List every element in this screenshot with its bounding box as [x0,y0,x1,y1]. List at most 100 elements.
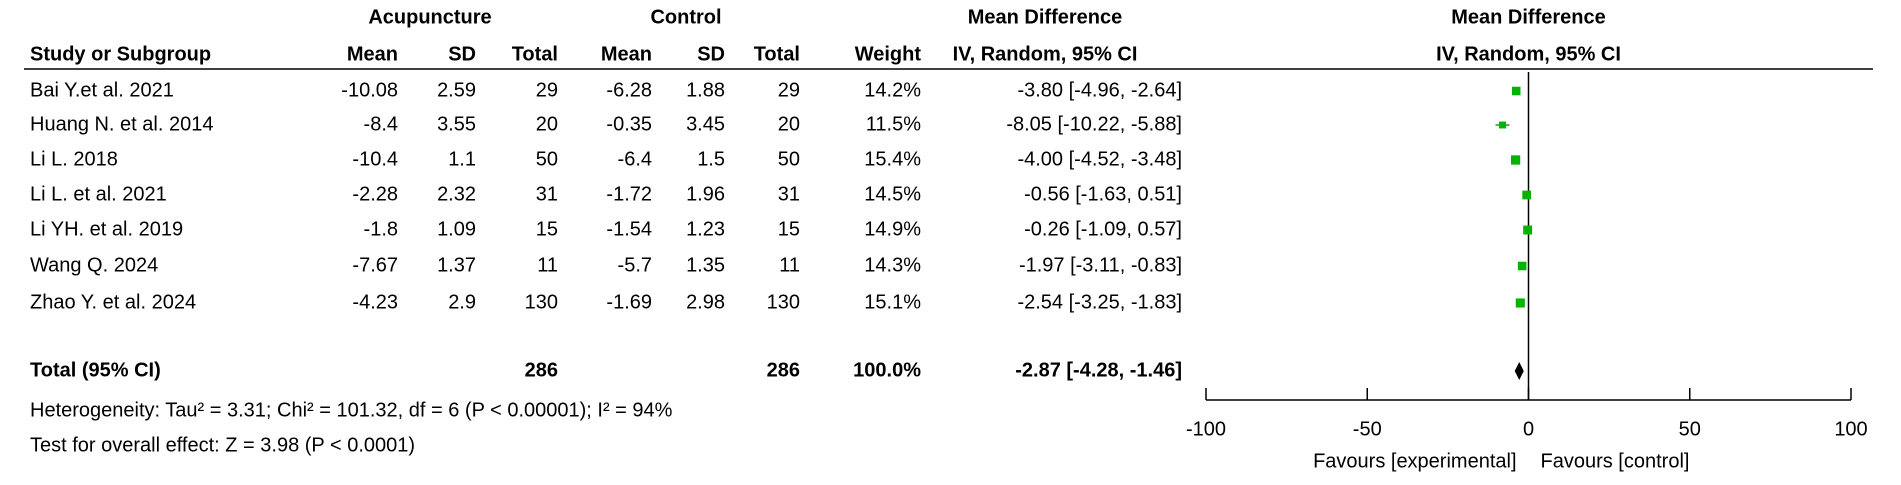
cell: 11 [537,254,558,276]
cell: 50 [536,148,558,170]
cell: -3.80 [-4.96, -2.64] [1017,79,1182,101]
cell: 1.09 [437,218,476,240]
cell: -2.87 [-4.28, -1.46] [1015,359,1182,381]
column-header: SD [448,43,476,65]
cell: 1.1 [448,148,476,170]
cell: 15.1% [864,291,921,313]
cell: 14.3% [864,254,921,276]
cell: 2.98 [686,291,725,313]
cell: 1.5 [697,148,725,170]
cell: 20 [778,113,800,135]
cell: 31 [778,183,800,205]
study-marker [1517,261,1527,271]
cell: 1.96 [686,183,725,205]
study-name: Bai Y.et al. 2021 [30,79,174,101]
favours-left: Favours [experimental] [1313,450,1516,472]
x-tick-label: 0 [1523,418,1534,440]
column-header: Mean [347,43,398,65]
cell: 286 [525,359,558,381]
study-name: Li YH. et al. 2019 [30,218,183,240]
cell: -5.7 [618,254,652,276]
cell: 31 [536,183,558,205]
cell: 130 [767,291,800,313]
cell: -2.28 [352,183,398,205]
total-diamond [1514,362,1524,380]
cell: -8.4 [364,113,398,135]
study-marker [1510,155,1521,165]
cell: -10.4 [352,148,398,170]
cell: 100.0% [853,359,921,381]
cell: -6.4 [618,148,652,170]
cell: 1.37 [437,254,476,276]
study-name: Zhao Y. et al. 2024 [30,291,196,313]
study-marker [1522,190,1532,200]
study-name: Li L. 2018 [30,148,118,170]
cell: -0.56 [-1.63, 0.51] [1024,183,1182,205]
cell: -1.54 [606,218,652,240]
cell: -1.72 [606,183,652,205]
x-tick-label: 50 [1679,418,1701,440]
cell: 3.55 [437,113,476,135]
cell: 1.23 [686,218,725,240]
heterogeneity: Heterogeneity: Tau² = 3.31; Chi² = 101.3… [30,399,673,421]
x-tick-label: -100 [1186,418,1226,440]
cell: -6.28 [606,79,652,101]
study-marker [1515,298,1525,308]
cell: -0.35 [606,113,652,135]
cell: -4.00 [-4.52, -3.48] [1017,148,1182,170]
cell: 11 [779,254,800,276]
cell: 20 [536,113,558,135]
x-tick-label: 100 [1834,418,1867,440]
column-header: Mean [601,43,652,65]
study-marker [1523,225,1533,235]
cell: 14.9% [864,218,921,240]
header-group: Control [650,6,721,28]
cell: 29 [536,79,558,101]
cell: -1.8 [364,218,398,240]
cell: 14.2% [864,79,921,101]
header-group: Mean Difference [1451,6,1606,28]
study-name: Wang Q. 2024 [30,254,158,276]
cell: 2.9 [448,291,476,313]
column-header: Weight [855,43,922,65]
cell: -1.69 [606,291,652,313]
cell: 15 [536,218,558,240]
study-marker [1499,121,1506,129]
cell: 3.45 [686,113,725,135]
cell: 29 [778,79,800,101]
cell: 14.5% [864,183,921,205]
column-header: Study or Subgroup [30,43,211,65]
study-name: Li L. et al. 2021 [30,183,167,205]
cell: -2.54 [-3.25, -1.83] [1017,291,1182,313]
header-group: Mean Difference [968,6,1123,28]
column-header: SD [697,43,725,65]
cell: 15.4% [864,148,921,170]
cell: 11.5% [866,113,921,135]
favours-right: Favours [control] [1541,450,1690,472]
column-header: Total [512,43,558,65]
cell: 2.59 [437,79,476,101]
cell: 1.88 [686,79,725,101]
cell: -7.67 [352,254,398,276]
cell: 130 [525,291,558,313]
cell: 50 [778,148,800,170]
overall-effect: Test for overall effect: Z = 3.98 (P < 0… [30,434,415,456]
x-tick-label: -50 [1353,418,1382,440]
cell: 15 [778,218,800,240]
column-header: IV, Random, 95% CI [953,43,1138,65]
cell: 1.35 [686,254,725,276]
cell: -4.23 [352,291,398,313]
column-header: Total [754,43,800,65]
column-header: IV, Random, 95% CI [1436,43,1621,65]
cell: -1.97 [-3.11, -0.83] [1019,254,1182,276]
cell: -8.05 [-10.22, -5.88] [1006,113,1182,135]
study-name: Huang N. et al. 2014 [30,113,213,135]
cell: -0.26 [-1.09, 0.57] [1024,218,1182,240]
cell: -10.08 [341,79,398,101]
cell: 2.32 [437,183,476,205]
study-marker [1511,86,1521,96]
study-name: Total (95% CI) [30,359,161,381]
header-group: Acupuncture [368,6,491,28]
